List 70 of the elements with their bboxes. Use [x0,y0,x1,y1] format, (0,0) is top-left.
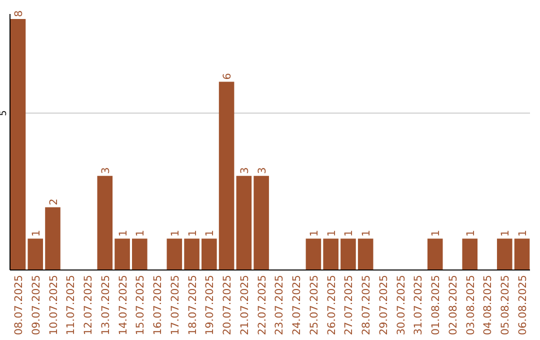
bar [166,238,182,270]
data-label: 2 [48,198,60,206]
x-tick-label: 11.07.2025 [65,275,78,336]
data-label: 1 [134,230,147,237]
x-tick-label: 15.07.2025 [134,275,147,336]
x-tick-label: 04.08.2025 [482,275,494,336]
data-label: 1 [517,230,530,237]
x-tick-label: 23.07.2025 [274,275,286,336]
data-label: 1 [169,230,182,237]
bar [254,176,269,270]
x-tick-label: 02.08.2025 [447,275,460,336]
x-tick-label: 31.07.2025 [412,275,425,336]
x-tick-label: 28.07.2025 [360,275,373,336]
x-tick-label: 29.07.2025 [378,275,390,336]
x-tick-label: 30.07.2025 [395,275,408,336]
data-label: 8 [12,10,25,17]
data-label: 1 [308,230,320,237]
bar [340,238,356,270]
bar [132,238,148,270]
bar [97,176,113,270]
x-tick-label: 25.07.2025 [308,275,320,336]
x-tick-label: 16.07.2025 [152,275,164,336]
data-label: 1 [326,230,338,237]
bar [306,238,322,270]
bar [236,176,252,270]
bar [202,238,217,270]
bar [427,238,443,270]
x-tick-label: 12.07.2025 [82,275,95,336]
x-tick-label: 21.07.2025 [238,275,251,336]
data-label: 3 [256,167,268,174]
data-label: 1 [204,230,216,237]
x-tick-label: 14.07.2025 [117,275,130,336]
x-tick-label: 13.07.2025 [100,275,112,336]
bar [462,238,478,270]
x-tick-label: 20.07.2025 [222,275,234,336]
data-label: 1 [464,230,477,237]
x-tick-label: 06.08.2025 [517,275,530,336]
bar [184,238,200,270]
x-tick-label: 01.08.2025 [430,275,442,336]
x-tick-label: 24.07.2025 [291,275,304,336]
data-label: 1 [186,230,199,237]
x-tick-label: 17.07.2025 [169,275,182,336]
data-label: 3 [100,167,112,174]
data-label: 1 [343,230,356,237]
x-tick-label: 22.07.2025 [256,275,268,336]
x-tick-label: 09.07.2025 [30,275,42,336]
bar [114,238,130,270]
x-tick-label: 03.08.2025 [464,275,477,336]
x-tick-label: 08.07.2025 [12,275,25,336]
x-tick-label: 27.07.2025 [343,275,356,336]
x-tick-label: 05.08.2025 [500,275,512,336]
x-tick-label: 10.07.2025 [48,275,60,336]
bar [496,238,512,270]
bar [514,238,530,270]
bar [28,238,44,270]
data-label: 3 [238,167,251,174]
data-label: 1 [430,230,442,237]
bar [218,82,234,270]
bar [10,19,26,270]
bar [45,207,60,270]
x-tick-label: 26.07.2025 [326,275,338,336]
data-label: 1 [117,230,130,237]
data-label: 1 [360,230,373,237]
x-tick-label: 19.07.2025 [204,275,216,336]
bar [358,238,374,270]
data-label: 1 [500,230,512,237]
data-label: 1 [30,230,42,237]
x-tick-label: 18.07.2025 [186,275,199,336]
data-label: 6 [222,72,234,80]
bar [323,238,338,270]
